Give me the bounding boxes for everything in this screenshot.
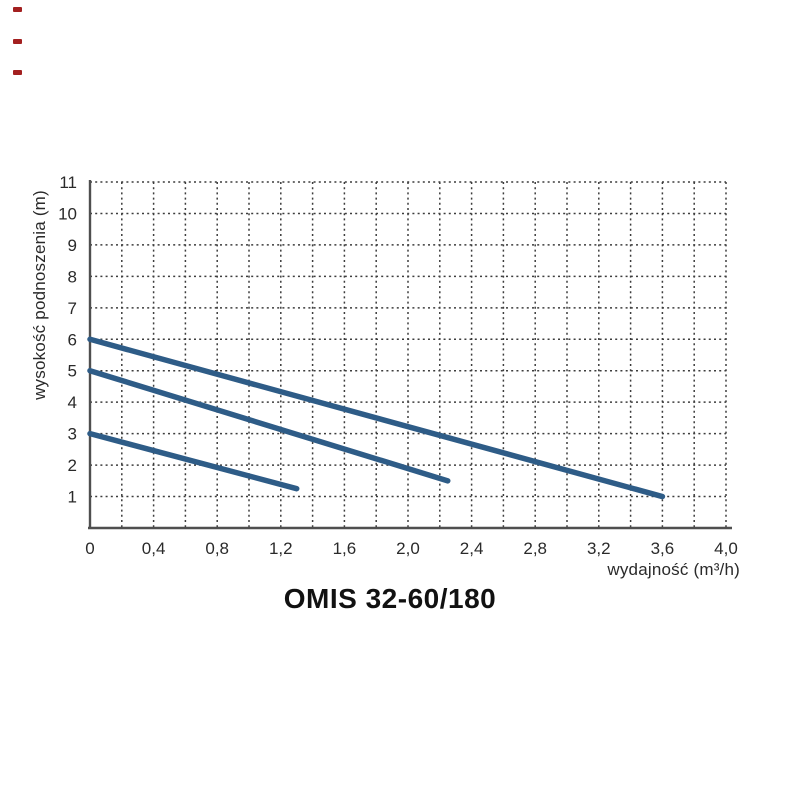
- y-tick-label: 9: [68, 236, 77, 255]
- chart-title: OMIS 32-60/180: [283, 583, 497, 614]
- y-tick-labels: 1 2 3 4 5 6 7 8 9 10 11: [58, 173, 77, 507]
- pump-curve-line-curve-high-speed: [87, 336, 666, 500]
- y-axis-title: wysokość podnoszenia (m): [30, 190, 49, 400]
- x-tick-label: 1,2: [269, 539, 293, 558]
- x-tick-label: 0: [85, 539, 94, 558]
- x-tick-label: 3,6: [651, 539, 675, 558]
- x-axis-title: wydajność (m³/h): [607, 560, 740, 579]
- x-tick-label: 2,8: [523, 539, 547, 558]
- y-tick-label: 3: [68, 425, 77, 444]
- y-tick-label: 2: [68, 456, 77, 475]
- x-tick-labels: 0 0,4 0,8 1,2 1,6 2,0 2,4 2,8 3,2 3,6 4,0: [85, 539, 738, 558]
- y-tick-label: 11: [59, 173, 77, 192]
- y-tick-label: 4: [68, 393, 77, 412]
- x-tick-label: 0,4: [142, 539, 166, 558]
- x-tick-label: 2,0: [396, 539, 420, 558]
- x-tick-label: 4,0: [714, 539, 738, 558]
- x-tick-label: 3,2: [587, 539, 611, 558]
- red-dash-mark: [13, 7, 22, 12]
- y-tick-label: 6: [68, 330, 77, 349]
- x-tick-label: 1,6: [333, 539, 357, 558]
- y-tick-label: 7: [68, 299, 77, 318]
- axes: [88, 180, 732, 530]
- y-tick-label: 1: [68, 488, 77, 507]
- grid-lines: [90, 181, 727, 528]
- x-tick-label: 0,8: [205, 539, 229, 558]
- pump-curve-line-curve-mid-speed: [87, 367, 451, 484]
- red-dash-mark: [13, 70, 22, 75]
- y-tick-label: 10: [58, 204, 77, 223]
- y-tick-label: 8: [68, 267, 77, 286]
- red-dash-mark: [13, 39, 22, 44]
- pump-curve-line-curve-low-speed: [87, 430, 300, 492]
- x-tick-label: 2,4: [460, 539, 484, 558]
- y-tick-label: 5: [68, 362, 77, 381]
- pump-curves: [87, 336, 666, 500]
